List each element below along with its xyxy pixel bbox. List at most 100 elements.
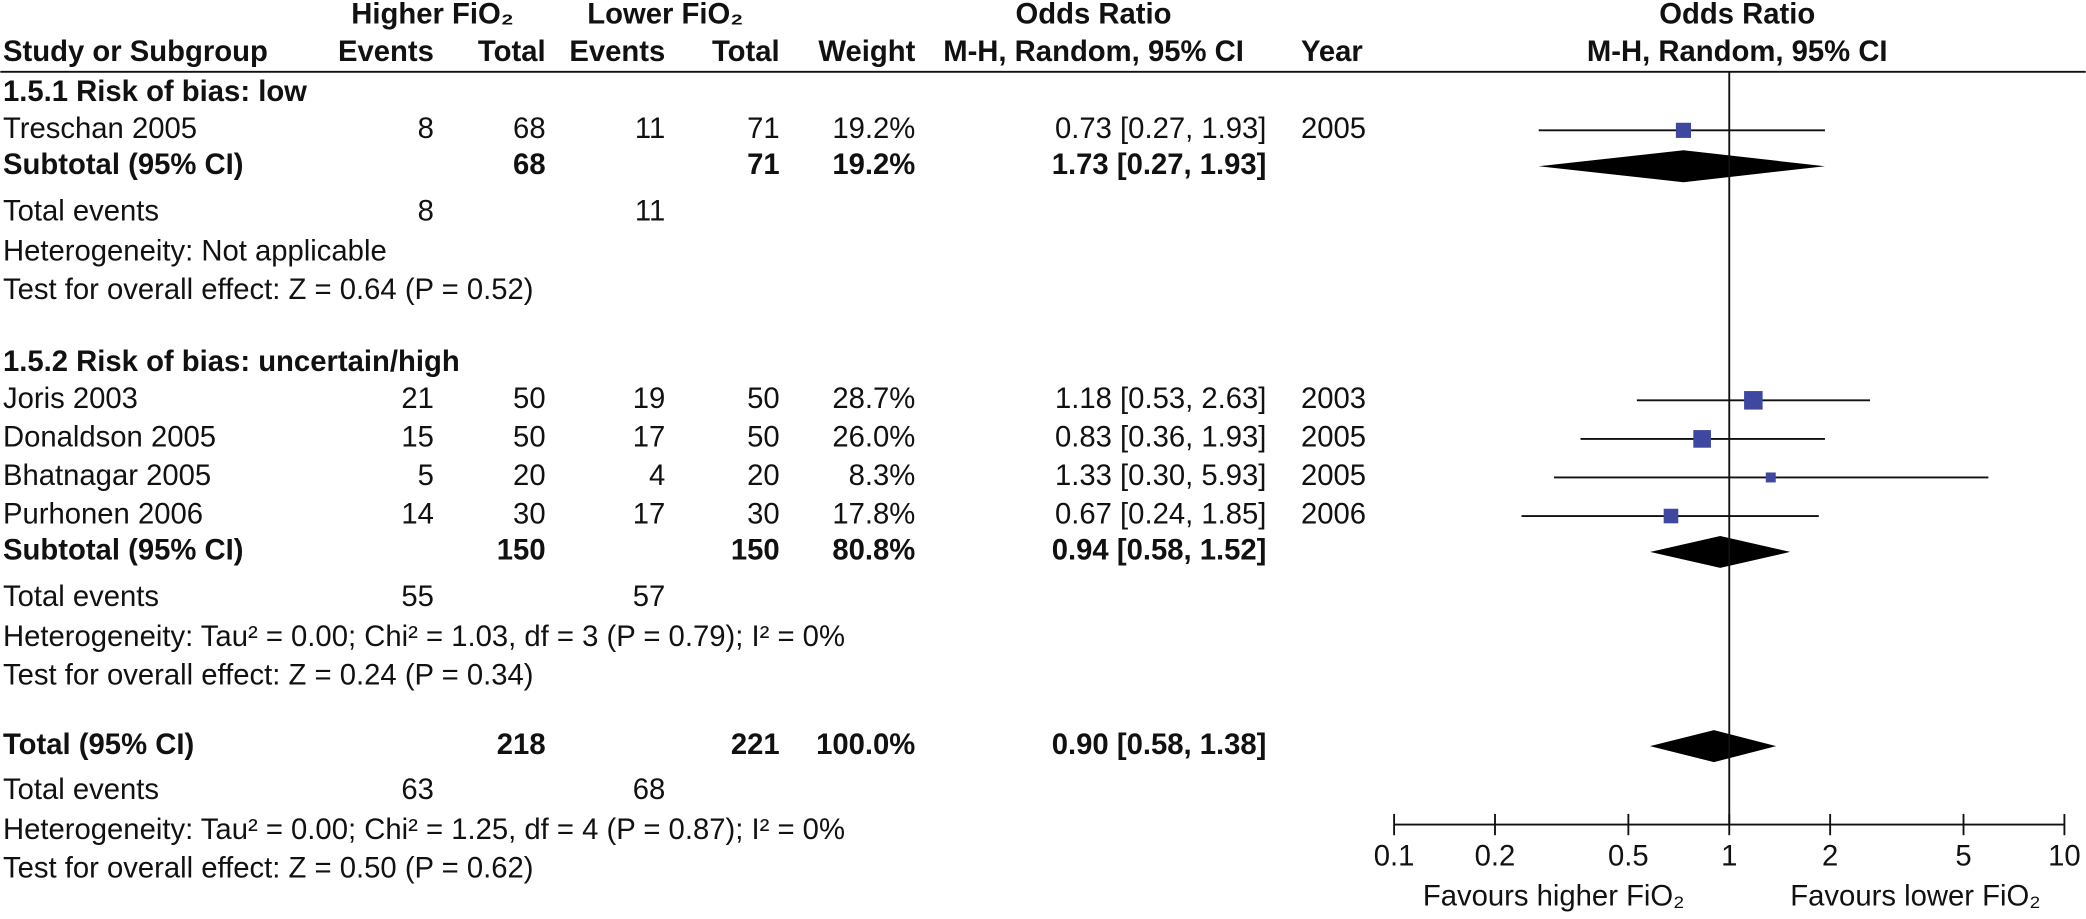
- overall-effect: Test for overall effect: Z = 0.24 (P = 0…: [3, 660, 534, 692]
- total-label: Total (95% CI): [3, 729, 194, 761]
- n1-cell: 20: [513, 460, 546, 492]
- overall-effect: Test for overall effect: Z = 0.64 (P = 0…: [3, 274, 534, 306]
- subtotal-label: Subtotal (95% CI): [3, 149, 244, 181]
- n2-cell: 50: [747, 383, 780, 415]
- e1-cell: 15: [401, 422, 434, 454]
- or-label-cell: 1.73 [0.27, 1.93]: [1052, 149, 1267, 181]
- x-tick-label: 1: [1721, 841, 1737, 873]
- events-header: Events: [569, 36, 665, 68]
- n1-cell: 68: [513, 113, 546, 145]
- year-cell: 2005: [1301, 460, 1366, 492]
- study-name: Bhatnagar 2005: [3, 460, 211, 492]
- n1-cell: 50: [513, 383, 546, 415]
- study-name: Donaldson 2005: [3, 422, 216, 454]
- or-header: Odds Ratio: [1016, 0, 1172, 31]
- row-label: Total events: [3, 774, 159, 806]
- x-tick-label: 10: [2048, 841, 2081, 873]
- n1-cell: 218: [497, 729, 546, 761]
- study-square: [1765, 472, 1776, 483]
- or-label-cell: 1.33 [0.30, 5.93]: [1055, 460, 1266, 492]
- weight-cell: 19.2%: [832, 149, 915, 181]
- year-cell: 2005: [1301, 422, 1366, 454]
- heterogeneity: Heterogeneity: Tau² = 0.00; Chi² = 1.03,…: [3, 621, 845, 653]
- e1-cell: 14: [401, 499, 434, 531]
- n2-cell: 221: [731, 729, 780, 761]
- year-cell: 2003: [1301, 383, 1366, 415]
- n2-cell: 50: [747, 422, 780, 454]
- group1-header: Higher FiO₂: [351, 0, 514, 31]
- section-title: 1.5.1 Risk of bias: low: [3, 76, 307, 108]
- pooled-diamond: [1649, 730, 1777, 763]
- e2-cell: 17: [633, 499, 666, 531]
- e2-cell: 17: [633, 422, 666, 454]
- study-square: [1663, 508, 1679, 524]
- total-header: Total: [478, 36, 546, 68]
- e1-cell: 5: [418, 460, 434, 492]
- n1-cell: 30: [513, 499, 546, 531]
- group2-header: Lower FiO₂: [587, 0, 743, 31]
- section-title: 1.5.2 Risk of bias: uncertain/high: [3, 346, 460, 378]
- or-label-cell: 0.67 [0.24, 1.85]: [1055, 499, 1266, 531]
- pooled-diamond: [1538, 150, 1825, 183]
- n2-cell: 150: [731, 535, 780, 567]
- n2-cell: 71: [747, 113, 780, 145]
- x-tick-label: 0.5: [1608, 841, 1649, 873]
- events-cell: 68: [633, 774, 666, 806]
- pooled-diamond: [1649, 535, 1791, 568]
- study-name: Joris 2003: [3, 383, 138, 415]
- row-label: Total events: [3, 196, 159, 228]
- n1-cell: 68: [513, 149, 546, 181]
- study-name: Purhonen 2006: [3, 499, 203, 531]
- favours-right: Favours lower FiO₂: [1790, 880, 2040, 912]
- e2-cell: 11: [635, 113, 665, 145]
- plot-header: Odds Ratio: [1659, 0, 1815, 31]
- plot-method-header: M-H, Random, 95% CI: [1587, 36, 1888, 68]
- study-name: Treschan 2005: [3, 113, 197, 145]
- row-label: Total events: [3, 581, 159, 613]
- events-header: Events: [338, 36, 434, 68]
- events-cell: 8: [418, 196, 434, 228]
- study-square: [1744, 391, 1763, 410]
- weight-cell: 80.8%: [832, 535, 915, 567]
- events-cell: 57: [633, 581, 666, 613]
- study-square: [1675, 122, 1692, 138]
- year-cell: 2005: [1301, 113, 1366, 145]
- e2-cell: 4: [649, 460, 665, 492]
- or-method-header: M-H, Random, 95% CI: [943, 36, 1244, 68]
- or-label-cell: 0.73 [0.27, 1.93]: [1055, 113, 1266, 145]
- favours-left: Favours higher FiO₂: [1423, 880, 1685, 912]
- e2-cell: 19: [633, 383, 666, 415]
- events-cell: 55: [401, 581, 434, 613]
- year-cell: 2006: [1301, 499, 1366, 531]
- e1-cell: 8: [418, 113, 434, 145]
- events-cell: 63: [401, 774, 434, 806]
- weight-cell: 26.0%: [832, 422, 915, 454]
- weight-cell: 17.8%: [832, 499, 915, 531]
- overall-effect: Test for overall effect: Z = 0.50 (P = 0…: [3, 853, 534, 885]
- x-tick-label: 0.2: [1475, 841, 1516, 873]
- n2-cell: 71: [747, 149, 780, 181]
- weight-cell: 8.3%: [849, 460, 916, 492]
- n2-cell: 20: [747, 460, 780, 492]
- n1-cell: 50: [513, 422, 546, 454]
- weight-cell: 100.0%: [816, 729, 915, 761]
- or-label-cell: 0.90 [0.58, 1.38]: [1052, 729, 1267, 761]
- study-header: Study or Subgroup: [3, 36, 268, 68]
- study-square: [1693, 430, 1711, 448]
- weight-cell: 19.2%: [832, 113, 915, 145]
- heterogeneity: Heterogeneity: Not applicable: [3, 235, 387, 267]
- x-tick-label: 5: [1955, 841, 1971, 873]
- n1-cell: 150: [497, 535, 546, 567]
- n2-cell: 30: [747, 499, 780, 531]
- or-label-cell: 1.18 [0.53, 2.63]: [1055, 383, 1266, 415]
- weight-cell: 28.7%: [832, 383, 915, 415]
- heterogeneity: Heterogeneity: Tau² = 0.00; Chi² = 1.25,…: [3, 814, 845, 846]
- subtotal-label: Subtotal (95% CI): [3, 535, 244, 567]
- weight-header: Weight: [818, 36, 915, 68]
- total-header: Total: [712, 36, 780, 68]
- year-header: Year: [1301, 36, 1363, 68]
- events-cell: 11: [635, 196, 665, 228]
- or-label-cell: 0.94 [0.58, 1.52]: [1052, 535, 1267, 567]
